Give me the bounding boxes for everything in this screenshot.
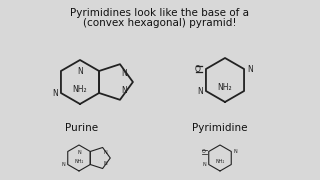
Text: N: N xyxy=(121,86,127,95)
Text: (convex hexagonal) pyramid!: (convex hexagonal) pyramid! xyxy=(83,18,237,28)
Text: NH₂: NH₂ xyxy=(73,85,87,94)
Text: N: N xyxy=(104,161,108,166)
Text: Pyrimidines look like the base of a: Pyrimidines look like the base of a xyxy=(70,8,250,18)
Text: N: N xyxy=(104,150,108,156)
Text: N: N xyxy=(121,69,127,78)
Text: Purine: Purine xyxy=(65,123,99,133)
Text: N: N xyxy=(77,67,83,76)
Text: N: N xyxy=(197,87,203,96)
Text: N: N xyxy=(62,162,66,167)
Text: N: N xyxy=(203,162,207,167)
Text: N: N xyxy=(77,150,81,155)
Text: NH₂: NH₂ xyxy=(74,159,84,164)
Text: O: O xyxy=(202,149,206,154)
Text: N: N xyxy=(52,89,58,98)
Text: N: N xyxy=(233,149,237,154)
Text: NH₂: NH₂ xyxy=(218,83,232,92)
Text: O: O xyxy=(195,64,201,73)
Text: N: N xyxy=(247,64,253,73)
Text: Pyrimidine: Pyrimidine xyxy=(192,123,248,133)
Text: NH₂: NH₂ xyxy=(215,159,225,164)
